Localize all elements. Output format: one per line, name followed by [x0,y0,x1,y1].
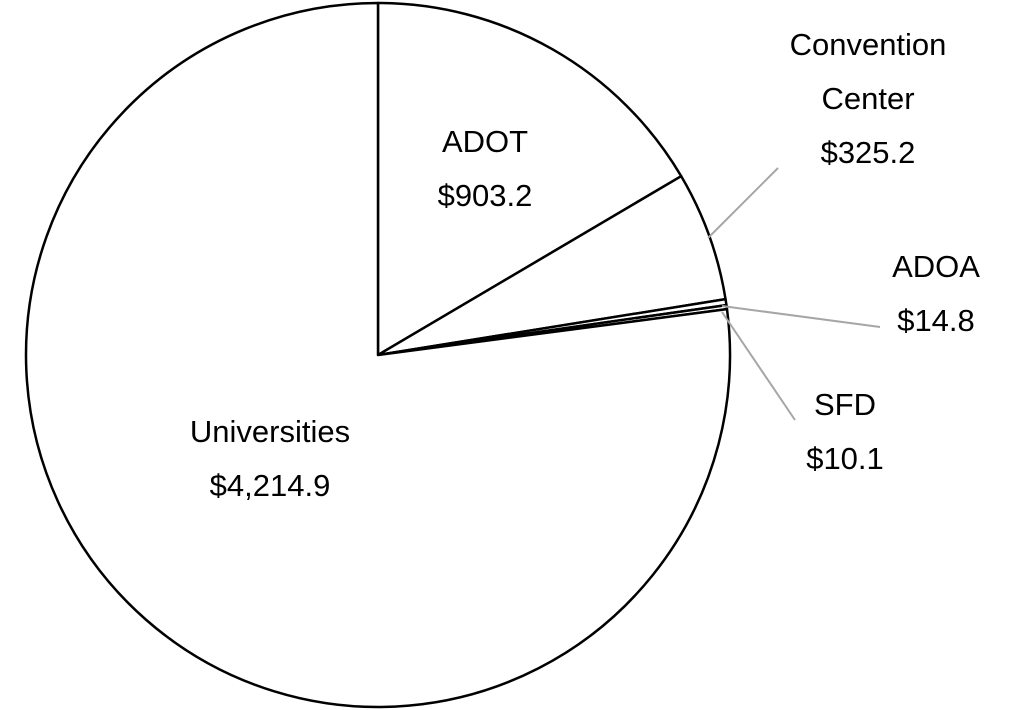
value-label: $14.8 [897,303,975,338]
leader-line [721,311,796,421]
value-label: $4,214.9 [209,468,331,503]
slice-label: SFD $10.1 [770,378,920,486]
category-label: SFD [814,387,876,422]
slice-label: Convention Center $325.2 [773,18,963,180]
slice-label: Universities $4,214.9 [140,405,400,513]
pie-slice [24,1,732,709]
leader-line [707,167,779,239]
category-label: ADOT [441,124,529,159]
category-label: Convention Center [789,27,947,116]
category-label: ADOA [892,249,980,284]
slice-label: ADOA $14.8 [861,240,1011,348]
category-label: Universities [189,414,351,449]
pie-slice [376,1,683,357]
slice-label: ADOT $903.2 [385,115,585,223]
leader-line [721,305,881,328]
value-label: $10.1 [806,441,884,476]
value-label: $903.2 [437,178,533,213]
value-label: $325.2 [820,135,916,170]
